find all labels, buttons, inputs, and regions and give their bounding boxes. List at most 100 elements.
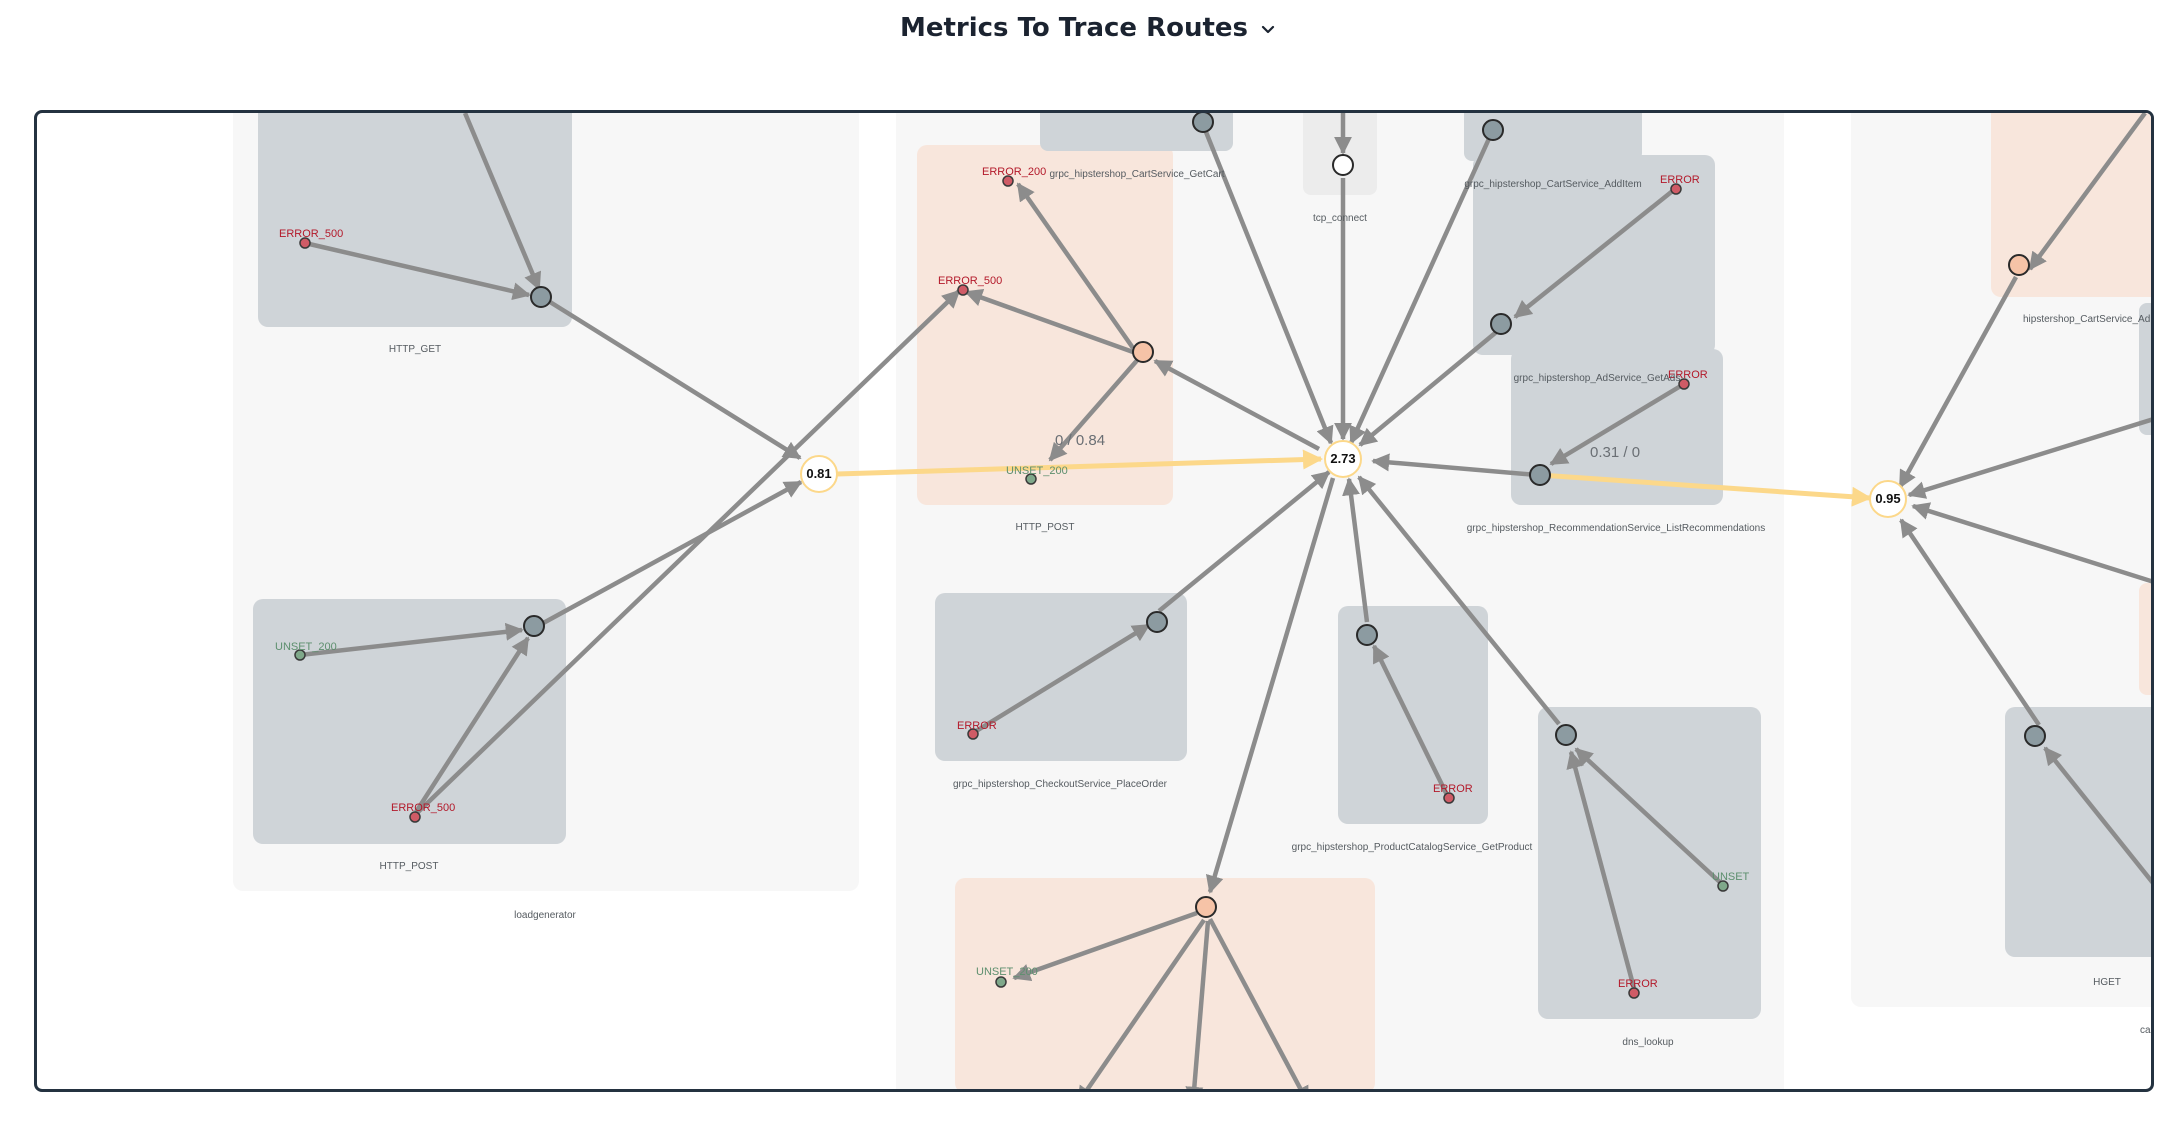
edge[interactable] (304, 240, 531, 301)
op-label: grpc_hipstershop_ProductCatalogService_G… (1292, 842, 1533, 853)
hub-right-value: 0.95 (1875, 491, 1900, 506)
edge[interactable] (1549, 382, 1686, 466)
status-dot-error[interactable] (409, 811, 421, 823)
status-dot-error[interactable] (1628, 987, 1640, 999)
status-dot-error[interactable] (1670, 183, 1682, 195)
node-gray[interactable] (2024, 725, 2046, 747)
edge[interactable] (1357, 475, 1561, 726)
edge[interactable] (1371, 453, 1538, 478)
edge[interactable] (1016, 182, 1135, 350)
status-dots (294, 175, 1729, 999)
edge[interactable] (1157, 470, 1331, 613)
op-http-post-mid[interactable] (917, 145, 1173, 505)
status-dot-error[interactable] (967, 728, 979, 740)
node-white[interactable] (1332, 154, 1354, 176)
op-label: grpc_hipstershop_CartService_AddItem (1464, 179, 1641, 190)
edge[interactable] (1566, 750, 1638, 993)
status-label: ERROR (1660, 174, 1700, 186)
status-label: UNSET_200 (275, 641, 337, 653)
node-gray[interactable] (1356, 624, 1378, 646)
op-label: tcp_connect (1313, 213, 1367, 224)
title-dropdown[interactable]: Metrics To Trace Routes (900, 13, 1278, 43)
node-gray[interactable] (1529, 464, 1551, 486)
op-bottom-peach[interactable] (955, 878, 1375, 1089)
edge[interactable] (1513, 187, 1677, 319)
hub-left[interactable]: 0.81 (800, 455, 838, 493)
hub-center[interactable]: 2.73 (1324, 440, 1362, 478)
node-gray[interactable] (523, 615, 545, 637)
hub-right[interactable]: 0.95 (1869, 480, 1907, 518)
trace-route-diagram[interactable]: 0.81 2.73 0.95 0 / 0.84 0.31 / 0 ERROR_5… (37, 113, 2151, 1089)
status-label: UNSET_200 (1006, 465, 1068, 477)
op-right-mid-partial[interactable] (2139, 303, 2151, 435)
op-label: grpc_hipstershop_CheckoutService_PlaceOr… (953, 779, 1168, 790)
op-label: grpc_hipstershop_AdService_GetAds (1514, 373, 1681, 384)
node-peach[interactable] (2008, 254, 2030, 276)
service-label: ca (2140, 1025, 2151, 1036)
edges (299, 113, 2151, 1089)
op-tcp-connect[interactable] (1303, 113, 1377, 195)
status-dot-ok[interactable] (1717, 880, 1729, 892)
node-peach[interactable] (1132, 341, 1154, 363)
status-label: ERROR_500 (391, 802, 455, 814)
op-dns-lookup[interactable] (1538, 707, 1761, 1019)
edge[interactable] (1348, 131, 1495, 445)
edge[interactable] (540, 295, 802, 460)
edge[interactable] (2028, 113, 2147, 271)
chevron-down-icon[interactable] (1258, 20, 1278, 40)
op-right-mid-peach[interactable] (2139, 583, 2151, 695)
edge[interactable] (1907, 413, 2151, 499)
status-dot-error[interactable] (957, 284, 969, 296)
hub-right-circle (1869, 480, 1907, 518)
edge[interactable] (1911, 502, 2151, 588)
edge[interactable] (462, 113, 542, 291)
edge[interactable] (1012, 910, 1198, 982)
edge-hub-left-center[interactable] (836, 449, 1323, 477)
edge[interactable] (534, 480, 803, 629)
status-dot-error[interactable] (1678, 378, 1690, 390)
status-dot-error[interactable] (299, 237, 311, 249)
edge[interactable] (1208, 917, 1309, 1089)
edge[interactable] (1342, 477, 1370, 623)
edge[interactable] (299, 622, 524, 658)
edge[interactable] (2043, 746, 2151, 908)
node-gray[interactable] (1192, 113, 1214, 133)
node-gray[interactable] (530, 286, 552, 308)
edge[interactable] (971, 623, 1151, 735)
trace-graph-frame[interactable]: 0.81 2.73 0.95 0 / 0.84 0.31 / 0 ERROR_5… (34, 110, 2154, 1092)
edge[interactable] (414, 636, 530, 814)
op-get-cart[interactable] (1040, 113, 1233, 151)
edge[interactable] (1898, 275, 2018, 489)
status-dot-error[interactable] (1443, 792, 1455, 804)
edge-value: 0.31 / 0 (1590, 444, 1640, 461)
edge[interactable] (1076, 918, 1206, 1089)
edge-getads-hub-right[interactable] (1539, 472, 1872, 507)
node-gray[interactable] (1555, 724, 1577, 746)
service-label: dns_lookup (1622, 1037, 1674, 1048)
edge[interactable] (1201, 126, 1334, 445)
status-dot-ok[interactable] (995, 976, 1007, 988)
op-http-get[interactable] (258, 113, 572, 327)
status-dot-ok[interactable] (1025, 473, 1037, 485)
op-hget[interactable] (2005, 707, 2151, 957)
op-http-post-left[interactable] (253, 599, 566, 844)
status-dot-error[interactable] (1002, 175, 1014, 187)
edge[interactable] (1185, 920, 1211, 1089)
op-add-item-top[interactable] (1464, 113, 1642, 161)
status-dot-ok[interactable] (294, 649, 306, 661)
edge[interactable] (1574, 747, 1725, 887)
edge[interactable] (964, 289, 1134, 355)
edge[interactable] (1205, 477, 1336, 894)
op-get-ads[interactable] (1511, 349, 1723, 505)
edge[interactable] (1899, 518, 2041, 727)
node-peach[interactable] (1195, 896, 1217, 918)
edge[interactable] (414, 289, 961, 816)
edge[interactable] (1358, 327, 1502, 447)
node-gray[interactable] (1146, 611, 1168, 633)
edge[interactable] (1153, 359, 1321, 451)
node-gray[interactable] (1490, 313, 1512, 335)
service-label: loadgenerator (514, 910, 576, 921)
edge[interactable] (1371, 644, 1451, 798)
edge[interactable] (1048, 355, 1142, 462)
node-gray[interactable] (1482, 119, 1504, 141)
